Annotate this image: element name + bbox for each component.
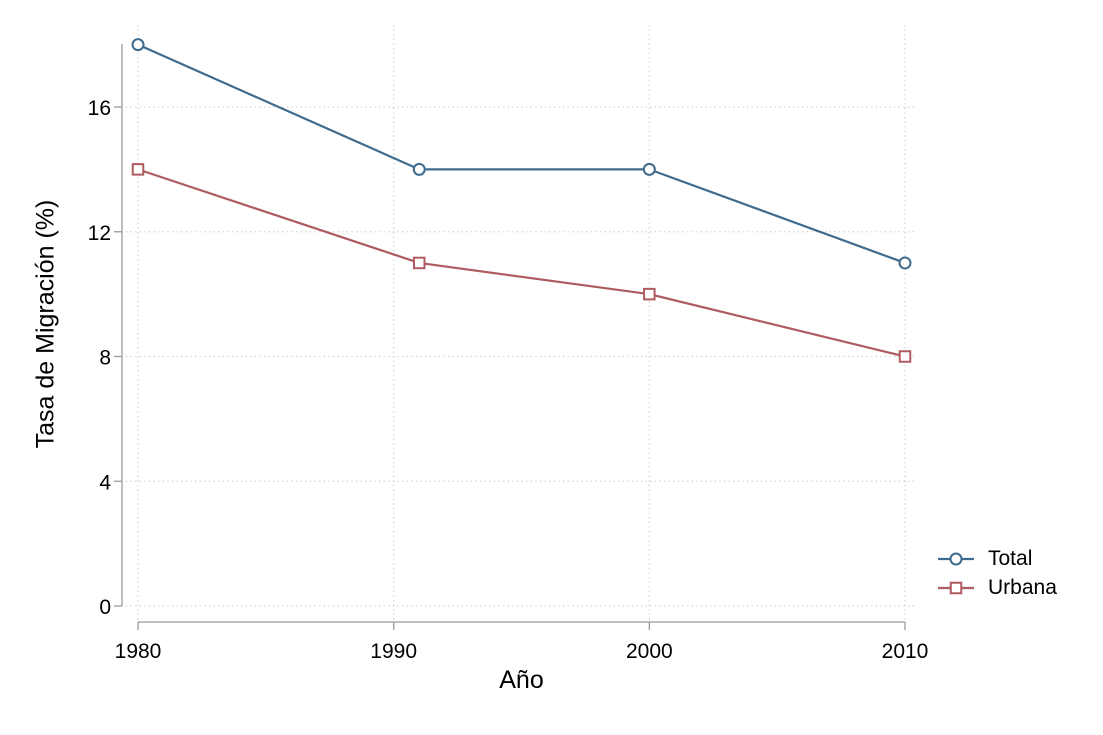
series-line-urbana	[137, 168, 906, 358]
y-tick-label-8: 8	[99, 347, 111, 370]
x-tick-label-1990: 1990	[370, 640, 417, 663]
marker-urbana-2000	[643, 287, 656, 301]
y-tick-label-4: 4	[99, 471, 111, 494]
series-line-total	[137, 43, 906, 264]
marker-total-2000	[642, 162, 656, 176]
legend-label-urbana: Urbana	[988, 576, 1057, 599]
marker-urbana-1991	[412, 256, 426, 270]
x-axis-title: Año	[499, 666, 544, 694]
y-tick-label-16: 16	[88, 97, 111, 120]
x-tick-label-2010: 2010	[882, 640, 929, 663]
marker-total-1980	[131, 38, 145, 52]
marker-urbana-2010	[898, 350, 912, 363]
marker-urbana-1980	[131, 163, 145, 176]
x-tick-label-1980: 1980	[115, 640, 162, 663]
marker-total-2010	[898, 256, 912, 270]
legend-item-urbana: Urbana	[938, 576, 1057, 599]
legend-label-total: Total	[988, 547, 1033, 570]
legend: Total Urbana	[938, 547, 1057, 599]
y-axis-title: Tasa de Migración (%)	[31, 199, 60, 449]
legend-item-total: Total	[938, 547, 1057, 570]
legend-circle-marker-icon	[938, 552, 974, 566]
y-tick-label-0: 0	[99, 596, 111, 619]
legend-square-marker-icon	[938, 581, 974, 595]
y-tick-label-12: 12	[88, 222, 111, 245]
marker-total-1991	[412, 162, 426, 176]
x-tick-label-2000: 2000	[626, 640, 673, 663]
